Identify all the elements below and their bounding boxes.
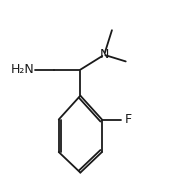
- Text: F: F: [125, 113, 132, 126]
- Text: H₂N: H₂N: [11, 63, 35, 76]
- Text: N: N: [99, 48, 109, 61]
